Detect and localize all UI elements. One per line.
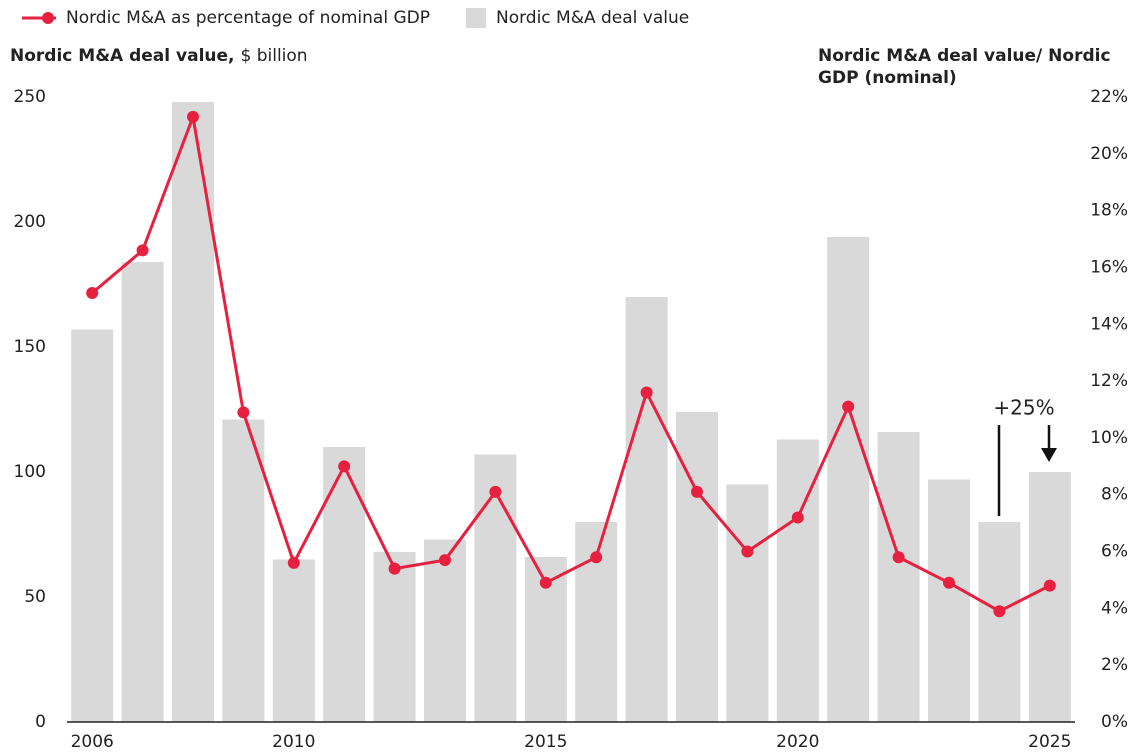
line-point [287, 556, 300, 569]
line-point [539, 576, 552, 589]
y-tick-label: 50 [24, 587, 46, 607]
bar [726, 484, 769, 722]
x-tick-label: 2010 [272, 732, 315, 752]
y2-tick-label: 10% [1090, 428, 1128, 448]
y-axis-label-main: Nordic M&A deal value, [10, 46, 235, 66]
y2-axis-label: Nordic M&A deal value/ Nordic [818, 46, 1111, 66]
y2-tick-label: 12% [1090, 371, 1128, 391]
line-point [388, 562, 401, 575]
y2-tick-label: 18% [1090, 201, 1128, 221]
x-tick-label: 2015 [524, 732, 567, 752]
line-point [943, 576, 955, 589]
bar [323, 447, 366, 722]
line-point [136, 244, 149, 257]
y-tick-label: 150 [14, 337, 46, 357]
y2-tick-label: 20% [1090, 144, 1128, 164]
bar [827, 237, 870, 722]
line-point [741, 545, 754, 558]
line-point [791, 511, 804, 524]
legend-swatch [465, 8, 486, 28]
x-tick-label: 2020 [776, 732, 819, 752]
line-point [892, 551, 905, 564]
y-tick-label: 200 [14, 212, 46, 232]
y-tick-label: 0 [35, 712, 46, 732]
bar [978, 522, 1021, 722]
bar [424, 539, 466, 722]
line-point [993, 605, 1006, 618]
legend-marker [42, 12, 54, 24]
bar [272, 559, 315, 722]
x-tick-label: 2025 [1028, 732, 1071, 752]
line-point [1043, 579, 1056, 592]
legend-label: Nordic M&A deal value [496, 8, 689, 28]
bar [928, 479, 970, 722]
y2-tick-label: 2% [1101, 655, 1128, 675]
bar [222, 419, 265, 722]
y-axis-label-unit: $ billion [241, 46, 308, 66]
line-point [691, 485, 703, 498]
y-tick-label: 250 [14, 87, 46, 107]
bar [676, 412, 718, 722]
y2-tick-label: 0% [1101, 712, 1128, 732]
bar [625, 297, 668, 722]
line [91, 111, 1051, 613]
y2-tick-label: 14% [1090, 314, 1128, 334]
line-point [842, 400, 855, 413]
y-tick-label: 100 [14, 462, 46, 482]
line-point [338, 460, 351, 473]
bar [121, 262, 164, 722]
annotation-arrowhead [1041, 448, 1057, 462]
line-point [489, 485, 502, 498]
line-point [590, 551, 603, 564]
bar [877, 432, 920, 722]
x-tick-label: 2006 [71, 732, 114, 752]
annotation: +25% [993, 396, 1054, 420]
line-point [237, 406, 250, 419]
y2-tick-label: 8% [1101, 485, 1128, 505]
y-axis-label: Nordic M&A deal value, $ billion [10, 46, 308, 66]
y2-tick-label: 6% [1101, 542, 1128, 562]
line-point [86, 287, 99, 300]
bar [474, 454, 517, 722]
line-point [640, 386, 653, 399]
bar [373, 552, 416, 722]
y2-tick-label: 4% [1101, 598, 1128, 618]
line-point [439, 554, 451, 567]
y2-axis-label: GDP (nominal) [818, 68, 957, 88]
bar [1028, 472, 1071, 722]
bar [71, 329, 114, 722]
legend-label: Nordic M&A as percentage of nominal GDP [66, 8, 430, 28]
y2-tick-label: 22% [1090, 87, 1128, 107]
y2-tick-label: 16% [1090, 257, 1128, 277]
line-point [187, 110, 199, 123]
